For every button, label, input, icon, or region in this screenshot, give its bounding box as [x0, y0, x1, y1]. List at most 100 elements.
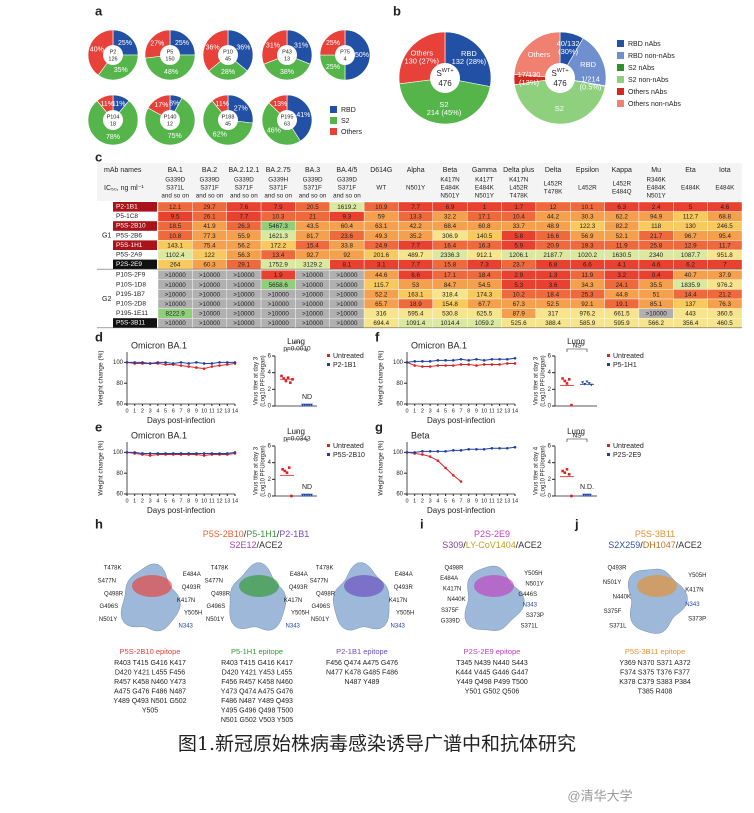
epitope-residues: R403 T415 G416 K417	[114, 660, 186, 667]
mutation-label: N501Y	[206, 617, 224, 623]
column-mutation: T478K	[509, 193, 528, 200]
epitope-residues: R403 T415 G416 K417	[221, 660, 293, 667]
mutation-label: K417N	[389, 598, 407, 604]
weight-line	[127, 361, 235, 364]
mutation-label: Y505H	[291, 611, 309, 617]
cell-value: >10000	[268, 311, 290, 318]
cell-value: >10000	[233, 320, 255, 327]
mutation-label: S477N	[205, 578, 223, 584]
cell-value: 1102.4	[166, 252, 185, 259]
epitope-residues: K444 V445 G446 G447	[456, 669, 529, 676]
x-tick-label: 2	[421, 498, 424, 504]
cell-value: 489.7	[408, 252, 424, 259]
column-mutation: E484K	[441, 185, 461, 192]
cell-value: 48.9	[547, 223, 560, 230]
cell-value: 318.4	[442, 291, 458, 298]
weight-line	[126, 361, 236, 370]
epitope-title: P5S-2B10 epitope	[120, 647, 181, 656]
titer-point	[301, 403, 305, 407]
epitope-residues: Y449 Q498 P499 T500	[456, 679, 528, 686]
pie-slice	[513, 31, 561, 79]
x-tick-label: 4	[436, 498, 439, 504]
cell-value: 1020.2	[578, 252, 598, 259]
titer-point	[561, 469, 564, 473]
row-highlight	[113, 240, 157, 250]
cell-value: 137	[685, 301, 696, 308]
y-axis-label: (Log10 PFU/organ)	[541, 445, 547, 496]
cell-value: 1059.2	[475, 320, 495, 327]
pie-name: P2	[110, 49, 117, 55]
cell-value: 29.7	[203, 204, 216, 211]
cell-value: 356.4	[683, 320, 699, 327]
epitope-patch	[132, 575, 172, 597]
column-name: Iota	[719, 167, 731, 174]
cell-value: 9.3	[343, 214, 352, 221]
titer-point	[287, 466, 291, 469]
y-tick-label: 2	[548, 387, 552, 393]
slice-label: Others	[528, 50, 551, 59]
column-mutation: E484K	[475, 185, 495, 192]
column-mutation: E484K	[681, 185, 701, 192]
column-mutation: S371F	[303, 185, 322, 192]
mutation-label: E484A	[290, 572, 308, 578]
cell-value: 67.3	[513, 301, 526, 308]
x-tick-label: 3	[149, 498, 152, 504]
titer-point	[567, 378, 571, 381]
slice-label: 130 (27%)	[404, 56, 439, 65]
y-tick-label: 0	[548, 494, 552, 500]
x-tick-label: 0	[125, 498, 128, 504]
column-mutation: S371F	[200, 185, 219, 192]
slice-label: 132 (28%)	[452, 57, 487, 66]
cell-value: 18.9	[410, 301, 423, 308]
row-name: P2S-2E9	[116, 261, 142, 268]
cell-value: >10000	[336, 301, 358, 308]
slice-label: 41%	[296, 112, 310, 119]
x-tick-label: 1	[413, 498, 416, 504]
weight-line	[127, 451, 236, 454]
column-mutation: N501Y	[646, 193, 666, 200]
pie-name: P188	[222, 114, 235, 120]
cell-value: >10000	[336, 282, 358, 289]
cell-value: 3129.2	[303, 262, 323, 269]
column-mutation: N501Y	[440, 193, 460, 200]
cell-value: 33.7	[513, 223, 526, 230]
cell-value: 5658.6	[269, 282, 289, 289]
cell-value: >10000	[302, 320, 324, 327]
x-tick-label: 5	[444, 498, 447, 504]
cell-value: 51	[653, 291, 661, 298]
cell-value: 1091.4	[406, 320, 426, 327]
cell-value: 24.1	[616, 282, 629, 289]
legend-swatch	[607, 363, 610, 366]
cell-value: 52.5	[547, 301, 560, 308]
column-name: Eta	[685, 167, 696, 174]
cell-value: 1621.3	[269, 233, 289, 240]
cell-value: 35.5	[650, 282, 663, 289]
mutation-label: G339D	[441, 618, 461, 624]
x-tick-label: 12	[497, 498, 503, 504]
pie-n: 150	[165, 56, 174, 62]
x-tick-label: 8	[187, 498, 190, 504]
cell-value: >10000	[336, 272, 358, 279]
x-tick-label: 2	[141, 408, 144, 414]
slice-label: 27%	[234, 106, 248, 113]
cell-value: 6.8	[549, 262, 558, 269]
cell-value: >10000	[199, 282, 221, 289]
y-tick-label: 4	[268, 460, 272, 466]
mutation-label: Q498R	[316, 591, 336, 597]
x-tick-label: 12	[217, 408, 223, 414]
cell-value: 52.1	[616, 233, 629, 240]
panel-letter: i	[420, 516, 424, 531]
legend-label: Others	[341, 129, 363, 136]
slice-label: 31%	[294, 42, 308, 49]
titer-point	[290, 494, 293, 498]
cell-value: >10000	[165, 282, 187, 289]
x-axis-label: Days post-infection	[147, 506, 215, 515]
cell-value: 44.6	[375, 272, 388, 279]
epitope-residues: D420 Y421 L455 F456	[115, 669, 185, 676]
epitope-residues: T385 R408	[638, 688, 673, 695]
cell-value: 976.2	[580, 311, 596, 318]
x-tick-label: 8	[187, 408, 190, 414]
pie-hole	[218, 45, 238, 65]
cell-value: >10000	[268, 291, 290, 298]
slice-label: 36%	[236, 45, 250, 52]
